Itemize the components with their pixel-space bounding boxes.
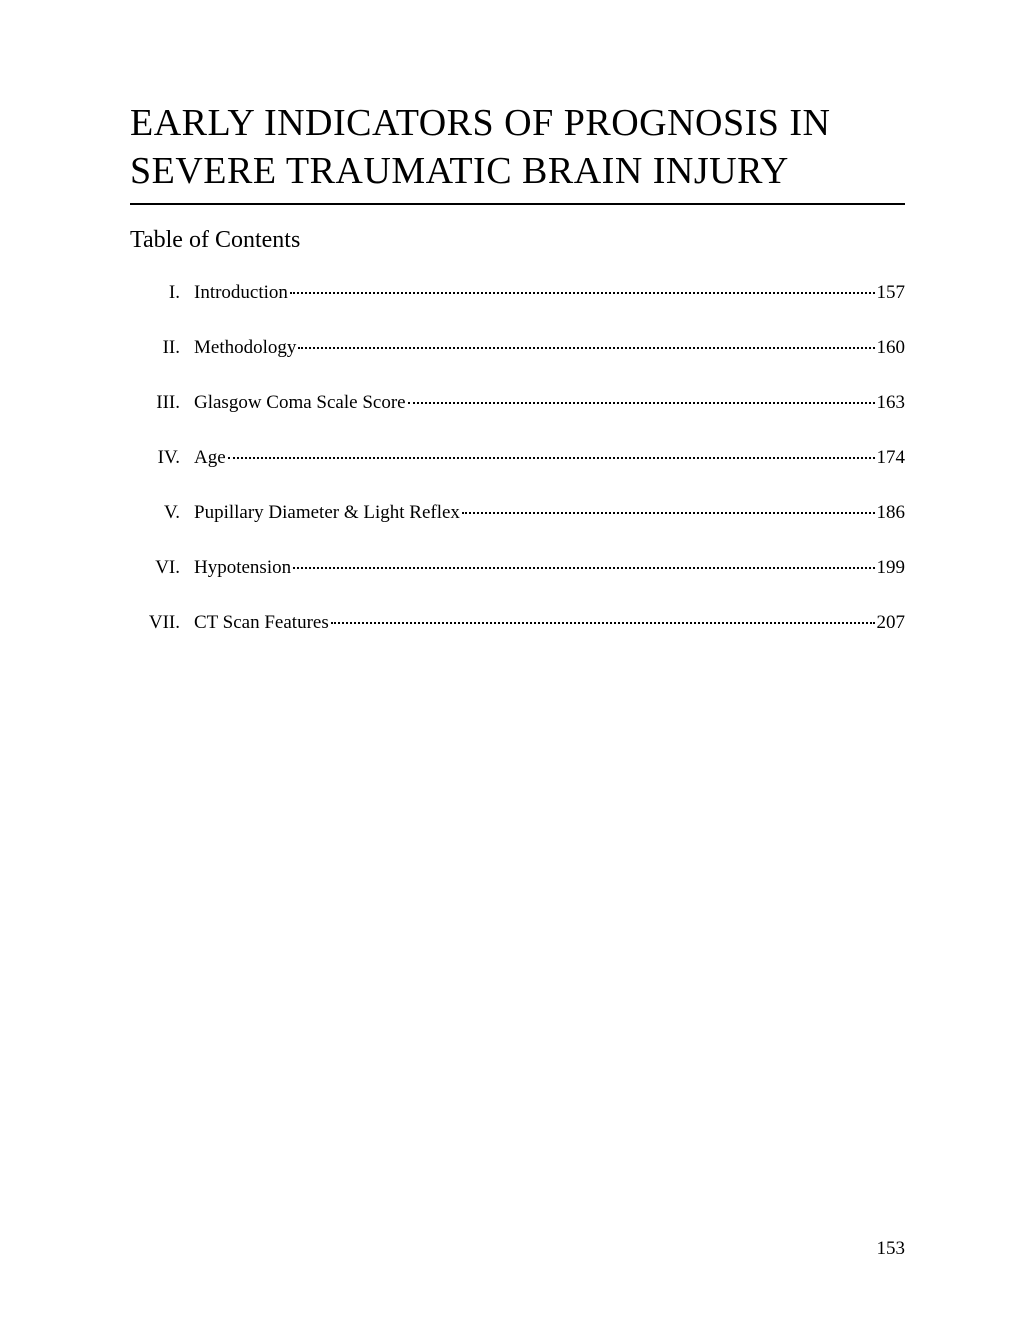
toc-leader — [293, 567, 874, 569]
page-title: EARLY INDICATORS OF PROGNOSIS IN SEVERE … — [130, 100, 905, 205]
toc-heading: Table of Contents — [130, 227, 905, 254]
toc-label: CT Scan Features — [194, 612, 329, 634]
toc-numeral: VI. — [142, 557, 194, 579]
toc-leader — [228, 457, 875, 459]
toc-page: 157 — [877, 282, 906, 304]
toc-label: Age — [194, 447, 226, 469]
toc-label: Hypotension — [194, 557, 291, 579]
toc-entry: I. Introduction 157 — [142, 282, 905, 304]
toc-leader — [331, 622, 875, 624]
toc-numeral: V. — [142, 502, 194, 524]
toc-leader — [408, 402, 875, 404]
toc-leader — [298, 347, 874, 349]
toc-numeral: VII. — [142, 612, 194, 634]
toc-entry: VII. CT Scan Features 207 — [142, 612, 905, 634]
toc-numeral: III. — [142, 392, 194, 414]
toc-numeral: II. — [142, 337, 194, 359]
toc-entry: IV. Age 174 — [142, 447, 905, 469]
toc-page: 174 — [877, 447, 906, 469]
toc-label: Glasgow Coma Scale Score — [194, 392, 406, 414]
toc-leader — [290, 292, 875, 294]
toc-page: 186 — [877, 502, 906, 524]
toc-entry: III. Glasgow Coma Scale Score 163 — [142, 392, 905, 414]
toc-numeral: IV. — [142, 447, 194, 469]
toc-entry: VI. Hypotension 199 — [142, 557, 905, 579]
toc-list: I. Introduction 157 II. Methodology 160 … — [130, 282, 905, 634]
toc-numeral: I. — [142, 282, 194, 304]
toc-label: Introduction — [194, 282, 288, 304]
toc-page: 163 — [877, 392, 906, 414]
toc-label: Methodology — [194, 337, 296, 359]
toc-entry: II. Methodology 160 — [142, 337, 905, 359]
toc-label: Pupillary Diameter & Light Reflex — [194, 502, 460, 524]
page-number: 153 — [877, 1238, 906, 1260]
toc-page: 160 — [877, 337, 906, 359]
toc-page: 199 — [877, 557, 906, 579]
toc-leader — [462, 512, 875, 514]
toc-page: 207 — [877, 612, 906, 634]
toc-entry: V. Pupillary Diameter & Light Reflex 186 — [142, 502, 905, 524]
